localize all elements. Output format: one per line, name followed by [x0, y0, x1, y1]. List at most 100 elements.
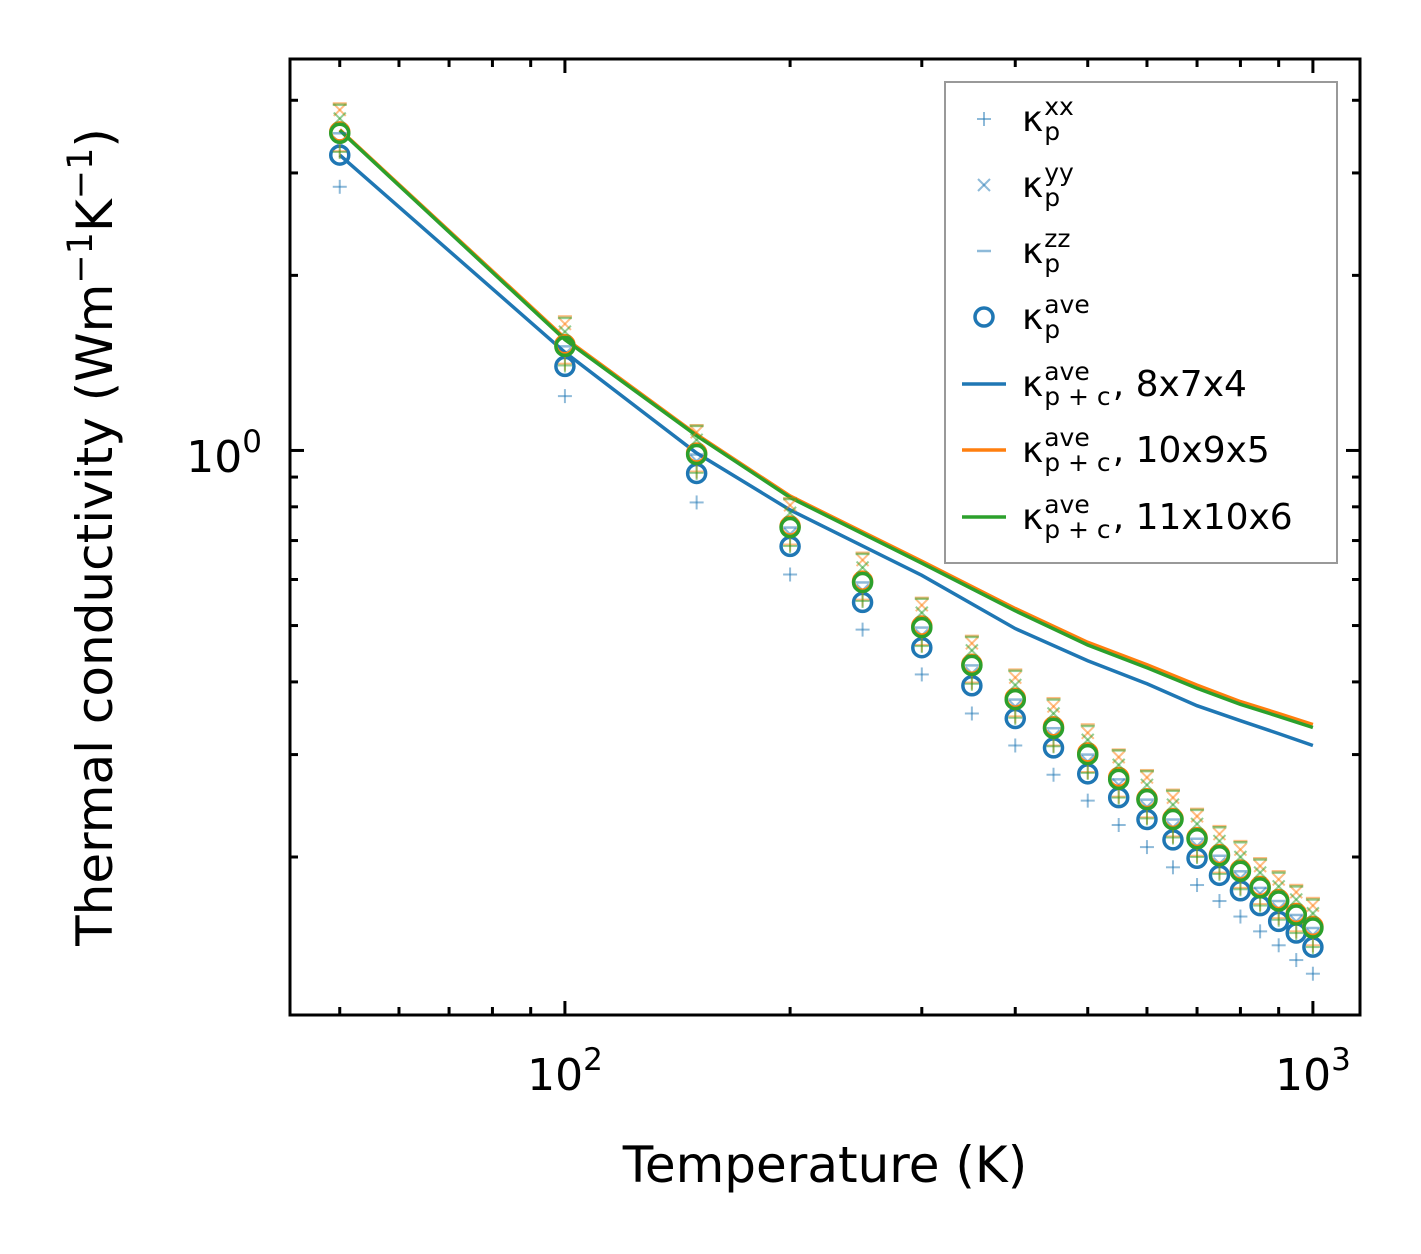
point-11x10x6-yy: [1233, 850, 1248, 864]
point-11x10x6-yy: [1253, 865, 1267, 880]
legend-item: κ zz p: [946, 221, 1070, 281]
legend-item: κ yy p: [946, 155, 1074, 215]
point-11x10x6-xx: [1289, 926, 1304, 941]
point-11x10x6-yy: [1190, 817, 1204, 831]
legend-marker: [946, 354, 1022, 414]
point-11x10x6-yy: [1289, 892, 1303, 907]
point-11x10x6-ave: [1107, 768, 1130, 791]
legend-sup: ave: [1044, 423, 1090, 452]
legend-marker: [977, 112, 991, 126]
legend-symbol: κ: [1022, 429, 1044, 471]
point-11x10x6-xx: [964, 676, 979, 691]
circle: [1229, 860, 1252, 883]
legend-sup: xx: [1044, 92, 1074, 121]
point-11x10x6-ave: [851, 571, 874, 594]
point-11x10x6-yy: [333, 111, 347, 126]
point-11x10x6-ave: [685, 443, 708, 466]
point-8x7x4-xx: [332, 179, 347, 194]
legend-item: κ ave p + c, 10x9x5: [946, 420, 1270, 480]
point-11x10x6-ave: [1208, 844, 1231, 867]
point-11x10x6-yy: [1140, 778, 1154, 792]
legend-suffix: , 11x10x6: [1112, 496, 1293, 538]
point-8x7x4-xx: [1271, 938, 1286, 953]
legend-sup: yy: [1044, 158, 1074, 187]
x-b: [1233, 850, 1248, 864]
circle: [779, 516, 801, 539]
circle: [1004, 688, 1027, 711]
point-11x10x6-yy: [965, 643, 979, 658]
legend-label: κ yy p: [1022, 160, 1074, 210]
point-8x7x4-xx: [914, 667, 929, 682]
x-b: [1289, 892, 1303, 907]
legend-marker-line-icon: [962, 382, 1006, 386]
point-11x10x6-ave: [1162, 808, 1184, 831]
x-b: [558, 325, 572, 339]
point-8x7x4-xx: [689, 495, 704, 510]
point-11x10x6-ave: [961, 654, 983, 677]
point-11x10x6-yy: [1166, 798, 1180, 812]
point-11x10x6-xx: [1212, 866, 1227, 881]
y-tick-label-1: 100: [186, 424, 262, 483]
point-11x10x6-yy: [1008, 678, 1022, 692]
legend-sub: p + c: [1044, 515, 1111, 544]
x-b: [1271, 879, 1286, 894]
point-11x10x6-yy: [1212, 834, 1227, 848]
legend-marker: [946, 287, 1022, 347]
legend-marker: [946, 221, 1022, 281]
point-11x10x6-yy: [855, 560, 870, 575]
point-11x10x6-xx: [332, 144, 347, 159]
x-b: [333, 111, 347, 126]
legend-symbol: κ: [1022, 164, 1044, 206]
circle: [329, 122, 351, 145]
point-11x10x6-xx: [1190, 850, 1205, 865]
point-11x10x6-xx: [1008, 710, 1023, 725]
point-11x10x6-ave: [1285, 904, 1307, 926]
point-8x7x4-xx: [557, 389, 572, 404]
point-11x10x6-ave: [1076, 743, 1099, 766]
legend-item: κ ave p + c, 8x7x4: [946, 354, 1247, 414]
point-8x7x4-xx: [1289, 953, 1304, 968]
legend-marker: [946, 420, 1022, 480]
point-11x10x6-xx: [1046, 739, 1061, 754]
point-8x7x4-xx: [1190, 878, 1205, 893]
y-axis-label: Thermal conductivity (Wm−1K−1): [61, 128, 124, 947]
x-b: [1140, 778, 1154, 792]
circle: [1162, 808, 1184, 831]
point-11x10x6-xx: [1080, 765, 1095, 780]
circle: [1285, 904, 1307, 926]
legend-label: κ ave p + c, 11x10x6: [1022, 492, 1293, 542]
legend-sub: p: [1044, 249, 1061, 278]
point-11x10x6-ave: [1267, 890, 1290, 912]
circle: [1249, 877, 1271, 899]
point-8x7x4-xx: [1253, 924, 1268, 939]
legend-sub: p + c: [1044, 448, 1111, 477]
x-b: [1046, 706, 1061, 721]
circle: [1107, 768, 1130, 791]
legend-marker-line-icon: [962, 515, 1006, 519]
circle: [911, 616, 933, 639]
point-11x10x6-ave: [1302, 917, 1324, 939]
circle: [685, 443, 708, 466]
legend-marker: [946, 487, 1022, 547]
point-10x9x5-yy: [1253, 859, 1267, 873]
x-tick-label-100: 102: [527, 1042, 603, 1101]
legend-label: κ ave p + c, 10x9x5: [1022, 425, 1270, 475]
x-tick-label-1000: 103: [1275, 1042, 1351, 1101]
point-8x7x4-xx: [1046, 767, 1061, 782]
point-11x10x6-xx: [1271, 912, 1286, 927]
legend-marker-plus-icon: [977, 112, 991, 126]
point-11x10x6-xx: [689, 465, 704, 480]
legend-marker-circle-icon: [973, 306, 995, 328]
point-11x10x6-xx: [1305, 940, 1320, 955]
point-11x10x6-yy: [1271, 879, 1286, 894]
point-8x7x4-xx: [1111, 818, 1126, 833]
legend-suffix: , 8x7x4: [1112, 363, 1247, 405]
x-b: [965, 643, 979, 658]
legend-label: κ ave p: [1022, 292, 1090, 342]
point-11x10x6-ave: [554, 335, 576, 358]
point-11x10x6-yy: [558, 325, 572, 339]
legend-marker: [946, 155, 1022, 215]
legend-label: κ xx p: [1022, 94, 1074, 144]
legend-sub: p: [1044, 315, 1061, 344]
legend-item: κ ave p: [946, 287, 1090, 347]
